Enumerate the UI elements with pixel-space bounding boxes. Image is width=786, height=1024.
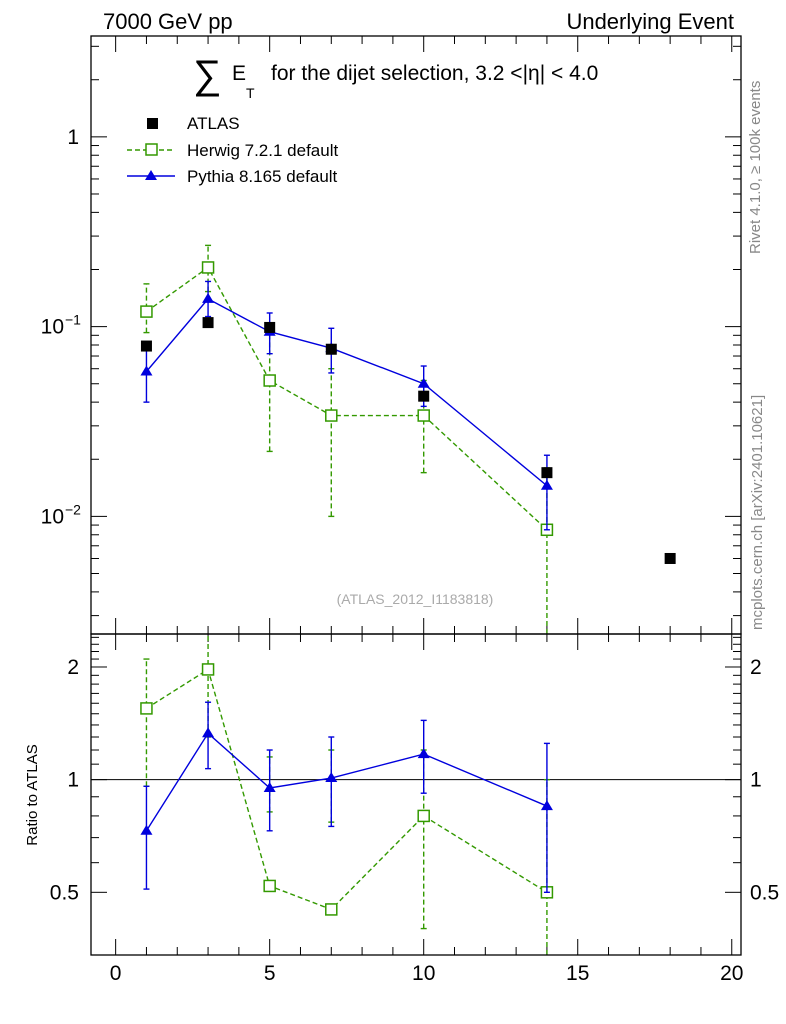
title-sigma: ∑ <box>193 53 222 97</box>
main-atlas-point <box>202 317 214 329</box>
legend-atlas-marker <box>147 118 158 129</box>
ratio-pythia-point <box>263 781 276 792</box>
main-herwig-point <box>140 305 153 318</box>
ratio-herwig-line <box>146 668 548 911</box>
main-herwig-point <box>263 374 276 387</box>
x-tick-label: 20 <box>720 962 743 985</box>
x-tick-label: 15 <box>566 962 589 985</box>
ratio-herwig-point <box>201 663 215 676</box>
ratio-pythia-point <box>540 800 553 811</box>
analysis-watermark: (ATLAS_2012_I1183818) <box>337 591 494 607</box>
legend-pythia-label: Pythia 8.165 default <box>187 167 338 186</box>
ratio-plot-frame <box>90 633 742 956</box>
ratio-pythia-point <box>325 772 338 783</box>
ratio-plot-data <box>140 634 554 955</box>
rivet-label: Rivet 4.1.0, ≥ 100k events <box>747 81 764 254</box>
ratio-y-tick-label-right: 1 <box>750 769 762 792</box>
main-y-tick-label: 10 <box>41 505 64 528</box>
main-pythia-point <box>417 377 430 388</box>
ratio-y-tick-label: 1 <box>67 769 79 792</box>
main-pythia-point <box>140 365 153 376</box>
header-left: 7000 GeV pp <box>103 9 233 34</box>
ratio-y-tick-label: 0.5 <box>50 881 79 904</box>
main-herwig-point <box>417 409 430 422</box>
ratio-herwig-point <box>140 702 153 715</box>
ratio-y-tick-label: 2 <box>67 656 79 679</box>
plot-title: ∑ E T for the dijet selection, 3.2 <|η| … <box>193 53 598 101</box>
title-e: E <box>232 62 246 85</box>
main-atlas-point <box>264 321 276 333</box>
main-pythia-line <box>145 298 548 487</box>
main-atlas-point <box>541 467 553 479</box>
ratio-y-tick-label-right: 0.5 <box>750 881 779 904</box>
legend-atlas-label: ATLAS <box>187 114 240 133</box>
legend-pythia-marker <box>145 170 157 180</box>
main-atlas-point <box>664 552 676 564</box>
ratio-herwig-point <box>263 879 276 893</box>
main-atlas-point <box>418 390 430 402</box>
ratio-pythia-line <box>145 732 548 832</box>
mcplots-label: mcplots.cern.ch [arXiv:2401.10621] <box>749 395 766 630</box>
main-pythia-point <box>202 292 215 303</box>
header-right: Underlying Event <box>566 9 734 34</box>
legend: ATLAS Herwig 7.2.1 default Pythia 8.165 … <box>127 114 338 186</box>
ratio-axis-ticks: 0 5 10 15 20 2 2 1 1 0.5 0.5 <box>50 634 779 985</box>
x-tick-label: 10 <box>412 962 435 985</box>
main-herwig-point <box>201 261 215 274</box>
main-atlas-point <box>325 343 337 355</box>
title-rest: for the dijet selection, 3.2 <|η| < 4.0 <box>271 62 598 85</box>
title-t: T <box>246 85 255 101</box>
legend-herwig-marker <box>145 143 158 156</box>
main-y-tick-label: 10 <box>41 316 64 339</box>
main-herwig-point <box>325 409 338 422</box>
x-tick-label: 0 <box>110 962 122 985</box>
main-y-tick-exponent: −2 <box>65 501 81 517</box>
main-axis-ticks: 110−110−2 <box>41 36 741 634</box>
ratio-pythia-point <box>417 748 430 759</box>
ratio-y-tick-label-right: 2 <box>750 656 762 679</box>
ratio-herwig-point <box>325 903 338 916</box>
ratio-ylabel: Ratio to ATLAS <box>24 744 41 845</box>
ratio-pythia-point <box>140 824 153 835</box>
main-y-tick-exponent: −1 <box>65 312 81 328</box>
ratio-pythia-point <box>202 727 215 738</box>
ratio-herwig-point <box>417 809 430 823</box>
main-y-tick-label: 1 <box>67 126 79 149</box>
legend-herwig-label: Herwig 7.2.1 default <box>187 141 338 160</box>
main-pythia-point <box>540 479 553 490</box>
main-plot-data <box>140 244 676 634</box>
x-tick-label: 5 <box>264 962 276 985</box>
main-herwig-line <box>146 266 548 531</box>
main-atlas-point <box>140 340 152 352</box>
